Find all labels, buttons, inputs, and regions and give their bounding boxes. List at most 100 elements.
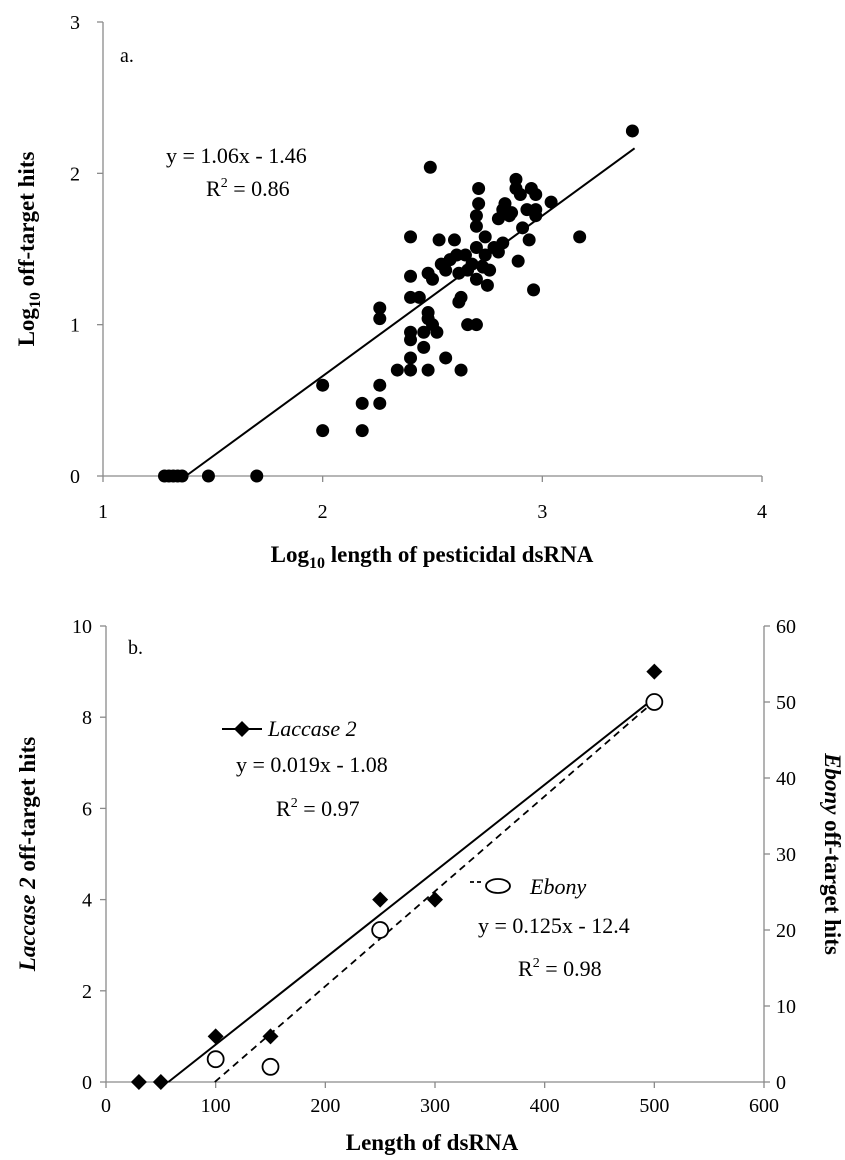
- panel-b-x-tick-label: 200: [310, 1095, 340, 1117]
- panel-a-x-tick-label: 4: [757, 501, 767, 523]
- panel-a-point: [373, 379, 386, 392]
- laccase-point: [131, 1074, 147, 1090]
- panel-b-x-axis-title: Length of dsRNA: [346, 1130, 519, 1155]
- panel-a-point: [356, 424, 369, 437]
- panel-a-point: [316, 424, 329, 437]
- panel-b-left-y-tick-label: 8: [82, 707, 92, 729]
- panel-a-label: a.: [120, 45, 134, 67]
- panel-a-point: [424, 161, 437, 174]
- panel-b-x-tick-label: 400: [530, 1095, 560, 1117]
- panel-a-point: [356, 397, 369, 410]
- panel-b-right-y-tick-label: 50: [776, 692, 796, 714]
- panel-a-point: [448, 233, 461, 246]
- panel-a-point: [404, 230, 417, 243]
- ebony-legend-marker: [486, 879, 510, 893]
- panel-b-right-y-tick-label: 60: [776, 616, 796, 638]
- panel-b-right-y-tick-label: 20: [776, 920, 796, 942]
- panel-a-equation: y = 1.06x - 1.46: [166, 143, 307, 168]
- panel-a-point: [479, 230, 492, 243]
- panel-a-point: [176, 470, 189, 483]
- panel-a-point: [417, 341, 430, 354]
- ebony-point: [372, 922, 388, 938]
- panel-a-point: [470, 209, 483, 222]
- panel-a-x-axis-title: Log10 length of pesticidal dsRNA: [271, 542, 594, 572]
- panel-a-point: [472, 182, 485, 195]
- panel-a-point: [523, 233, 536, 246]
- ebony-equation: y = 0.125x - 12.4: [478, 913, 630, 938]
- panel-a-point: [202, 470, 215, 483]
- laccase-point: [372, 892, 388, 908]
- panel-a-point: [470, 318, 483, 331]
- laccase-point: [427, 892, 443, 908]
- panel-a-point: [483, 264, 496, 277]
- panel-a-point: [455, 364, 468, 377]
- panel-a-y-tick-label: 0: [70, 466, 80, 488]
- panel-a-point: [529, 203, 542, 216]
- panel-b-x-tick-label: 500: [639, 1095, 669, 1117]
- panel-b-right-y-tick-label: 0: [776, 1072, 786, 1094]
- laccase-point: [646, 664, 662, 680]
- panel-b-left-y-tick-label: 6: [82, 798, 92, 820]
- panel-a-point: [433, 233, 446, 246]
- panel-b-left-y-tick-label: 2: [82, 981, 92, 1003]
- panel-a-y-tick-label: 2: [70, 163, 80, 185]
- panel-a-x-tick-label: 2: [318, 501, 328, 523]
- panel-a-point: [512, 255, 525, 268]
- panel-a-x-tick-label: 3: [537, 501, 547, 523]
- panel-a-point: [527, 283, 540, 296]
- panel-a-point: [373, 397, 386, 410]
- laccase-point: [263, 1028, 279, 1044]
- panel-a-point: [496, 236, 509, 249]
- panel-b-x-tick-label: 600: [749, 1095, 779, 1117]
- ebony-point: [263, 1059, 279, 1075]
- panel-b-x-tick-label: 300: [420, 1095, 450, 1117]
- panel-a-point: [250, 470, 263, 483]
- ebony-legend-label: Ebony: [529, 874, 586, 899]
- panel-a-point: [391, 364, 404, 377]
- panel-a-point: [472, 197, 485, 210]
- panel-a-point: [470, 273, 483, 286]
- panel-a-point: [455, 291, 468, 304]
- panel-a-point: [516, 221, 529, 234]
- panel-a-y-tick-label: 3: [70, 12, 80, 34]
- panel-b-right-y-tick-label: 10: [776, 996, 796, 1018]
- ebony-point: [208, 1051, 224, 1067]
- laccase-equation: y = 0.019x - 1.08: [236, 752, 388, 777]
- panel-a-point: [466, 258, 479, 271]
- laccase-legend-label: Laccase 2: [267, 716, 357, 741]
- panel-a-point: [422, 364, 435, 377]
- panel-b-scatter: 0 100 200 300 400 500 60002468100102030405060 …: [15, 616, 845, 1155]
- panel-b-x-tick-label: 100: [201, 1095, 231, 1117]
- ebony-point: [646, 694, 662, 710]
- panel-b-right-y-tick-label: 40: [776, 768, 796, 790]
- panel-a-point: [316, 379, 329, 392]
- laccase-point: [208, 1028, 224, 1044]
- panel-b-right-y-axis-title: Ebony off-target hits: [820, 752, 845, 955]
- panel-a-point: [529, 188, 542, 201]
- panel-a-point: [404, 364, 417, 377]
- panel-b-x-tick-label: 0: [101, 1095, 111, 1117]
- laccase-point: [153, 1074, 169, 1090]
- panel-a-point: [514, 188, 527, 201]
- panel-a-y-axis-title: Log10 off-target hits: [14, 152, 44, 347]
- panel-b-left-y-axis-title: Laccase 2 off-target hits: [15, 737, 40, 972]
- panel-a-point: [422, 306, 435, 319]
- panel-a-y-tick-label: 1: [70, 315, 80, 337]
- panel-a-point: [505, 206, 518, 219]
- panel-b-right-y-tick-label: 30: [776, 844, 796, 866]
- panel-a-point: [545, 196, 558, 209]
- laccase-legend-marker: [234, 721, 250, 737]
- panel-a-x-tick-label: 1: [98, 501, 108, 523]
- panel-a-point: [626, 124, 639, 137]
- panel-a-point: [404, 270, 417, 283]
- panel-b-label: b.: [128, 637, 143, 659]
- panel-a-point: [439, 351, 452, 364]
- ebony-r2: R2 = 0.98: [518, 956, 602, 981]
- panel-a-point: [573, 230, 586, 243]
- panel-a-point: [426, 273, 439, 286]
- panel-a-point: [413, 291, 426, 304]
- laccase-r2: R2 = 0.97: [276, 796, 360, 821]
- panel-a-point: [481, 279, 494, 292]
- panel-a-r2: R2 = 0.86: [206, 176, 290, 201]
